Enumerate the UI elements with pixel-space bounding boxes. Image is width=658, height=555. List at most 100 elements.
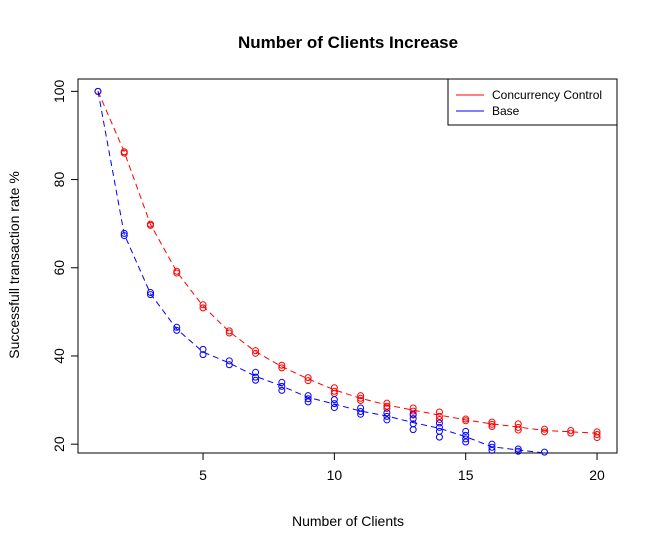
- data-point-concurrency-control: [488, 418, 496, 426]
- data-point-base: [146, 288, 154, 296]
- data-point-concurrency-control: [278, 361, 286, 369]
- data-point-base: [278, 382, 286, 390]
- data-point-concurrency-control: [225, 329, 233, 337]
- legend: Concurrency Control Base: [447, 78, 618, 126]
- y-tick-label: 40: [51, 348, 67, 364]
- data-point-base: [462, 435, 470, 443]
- data-point-base: [541, 448, 549, 456]
- data-point-concurrency-control: [357, 397, 365, 405]
- legend-label-base: Base: [492, 104, 520, 118]
- x-tick-label: 15: [458, 467, 474, 483]
- chart-title: Number of Clients Increase: [238, 33, 458, 52]
- data-point-concurrency-control: [225, 327, 233, 335]
- data-point-concurrency-control: [120, 149, 128, 157]
- y-tick-label: 80: [51, 172, 67, 188]
- data-point-base: [304, 395, 312, 403]
- data-point-concurrency-control: [567, 429, 575, 437]
- data-point-concurrency-control: [409, 407, 417, 415]
- data-point-base: [330, 396, 338, 404]
- data-point-concurrency-control: [199, 304, 207, 312]
- legend-label-concurrency-control: Concurrency Control: [492, 88, 602, 102]
- data-point-base: [488, 446, 496, 454]
- data-point-base: [330, 404, 338, 412]
- data-point-base: [409, 415, 417, 423]
- data-point-base: [120, 229, 128, 237]
- y-tick-label: 60: [51, 260, 67, 276]
- x-axis-label: Number of Clients: [292, 513, 404, 529]
- data-point-base: [278, 386, 286, 394]
- data-point-base: [330, 400, 338, 408]
- x-tick-label: 20: [589, 467, 605, 483]
- axes-layer: 5 10 15 20 20 40 60 80 100: [51, 79, 605, 483]
- data-point-concurrency-control: [199, 301, 207, 309]
- data-point-base: [225, 357, 233, 365]
- series-line-concurrency-control: [97, 91, 598, 434]
- data-point-base: [383, 409, 391, 417]
- data-point-concurrency-control: [488, 423, 496, 431]
- data-point-base: [225, 361, 233, 369]
- data-point-concurrency-control: [146, 221, 154, 229]
- data-point-base: [435, 427, 443, 435]
- data-point-base: [409, 426, 417, 434]
- data-point-base: [435, 433, 443, 441]
- series-line-base: [97, 91, 545, 454]
- data-point-concurrency-control: [357, 394, 365, 402]
- data-point-concurrency-control: [435, 412, 443, 420]
- data-point-base: [383, 416, 391, 424]
- data-point-base: [514, 447, 522, 455]
- data-point-base: [488, 443, 496, 451]
- plot-frame: [77, 78, 618, 454]
- data-point-concurrency-control: [383, 402, 391, 410]
- data-point-base: [199, 345, 207, 353]
- data-point-base: [514, 445, 522, 453]
- data-point-base: [252, 368, 260, 376]
- data-point-base: [435, 423, 443, 431]
- y-axis-label: Successfull transaction rate %: [6, 171, 22, 359]
- data-point-concurrency-control: [541, 425, 549, 433]
- data-point-base: [173, 323, 181, 331]
- data-point-base: [120, 232, 128, 240]
- data-point-concurrency-control: [435, 408, 443, 416]
- data-point-concurrency-control: [304, 377, 312, 385]
- data-point-concurrency-control: [514, 423, 522, 431]
- data-point-base: [199, 351, 207, 359]
- data-point-base: [278, 378, 286, 386]
- data-point-concurrency-control: [252, 349, 260, 357]
- data-point-concurrency-control: [357, 392, 365, 400]
- data-point-concurrency-control: [593, 434, 601, 442]
- data-point-concurrency-control: [462, 417, 470, 425]
- data-point-base: [462, 438, 470, 446]
- data-point-base: [462, 431, 470, 439]
- data-point-concurrency-control: [567, 427, 575, 435]
- data-point-base: [146, 291, 154, 299]
- data-point-base: [252, 376, 260, 384]
- data-point-base: [304, 398, 312, 406]
- data-point-base: [94, 87, 102, 95]
- y-tick-label: 100: [51, 79, 67, 103]
- data-point-base: [357, 408, 365, 416]
- y-tick-label: 20: [51, 436, 67, 452]
- data-point-concurrency-control: [383, 399, 391, 407]
- data-point-concurrency-control: [593, 430, 601, 438]
- legend-box: [447, 78, 618, 126]
- x-tick-label: 10: [327, 467, 343, 483]
- data-point-base: [357, 410, 365, 418]
- data-point-concurrency-control: [435, 415, 443, 423]
- data-point-base: [409, 410, 417, 418]
- data-point-base: [173, 326, 181, 334]
- x-tick-label: 5: [199, 467, 207, 483]
- data-point-base: [462, 427, 470, 435]
- data-point-concurrency-control: [252, 347, 260, 355]
- data-point-base: [435, 419, 443, 427]
- data-point-concurrency-control: [541, 428, 549, 436]
- data-point-concurrency-control: [304, 374, 312, 382]
- data-point-concurrency-control: [330, 387, 338, 395]
- lines-layer: [97, 91, 598, 454]
- points-layer: [94, 87, 601, 456]
- data-point-concurrency-control: [514, 426, 522, 434]
- data-point-concurrency-control: [488, 420, 496, 428]
- data-point-concurrency-control: [173, 269, 181, 277]
- data-point-concurrency-control: [383, 404, 391, 412]
